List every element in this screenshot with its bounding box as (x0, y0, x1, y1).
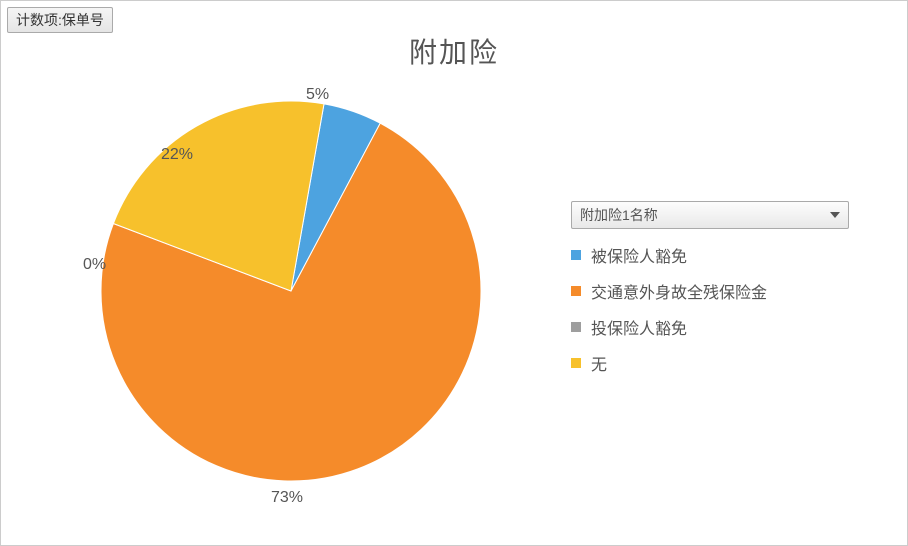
legend-item[interactable]: 投保险人豁免 (571, 315, 851, 339)
legend-items: 被保险人豁免交通意外身故全残保险金投保险人豁免无 (571, 243, 851, 375)
pie-data-label: 5% (306, 86, 329, 104)
legend-label: 投保险人豁免 (591, 315, 687, 339)
field-button[interactable]: 计数项:保单号 (7, 7, 113, 33)
legend-item[interactable]: 交通意外身故全残保险金 (571, 279, 851, 303)
legend-dropdown-label: 附加险1名称 (580, 205, 658, 225)
pie-data-label: 73% (271, 489, 303, 507)
pie-data-label: 22% (161, 146, 193, 164)
chevron-down-icon (830, 212, 840, 218)
legend-label: 被保险人豁免 (591, 243, 687, 267)
pie-data-label: 0% (83, 256, 106, 274)
legend-marker (571, 322, 581, 332)
chart-container: 计数项:保单号 附加险 5%73%0%22% 附加险1名称 被保险人豁免交通意外… (0, 0, 908, 546)
legend-panel: 附加险1名称 被保险人豁免交通意外身故全残保险金投保险人豁免无 (571, 201, 851, 387)
legend-label: 无 (591, 351, 607, 375)
pie-chart: 5%73%0%22% (91, 91, 491, 491)
legend-marker (571, 286, 581, 296)
legend-label: 交通意外身故全残保险金 (591, 279, 767, 303)
legend-filter-dropdown[interactable]: 附加险1名称 (571, 201, 849, 229)
legend-marker (571, 250, 581, 260)
legend-item[interactable]: 无 (571, 351, 851, 375)
chart-title: 附加险 (1, 31, 907, 71)
legend-item[interactable]: 被保险人豁免 (571, 243, 851, 267)
legend-marker (571, 358, 581, 368)
